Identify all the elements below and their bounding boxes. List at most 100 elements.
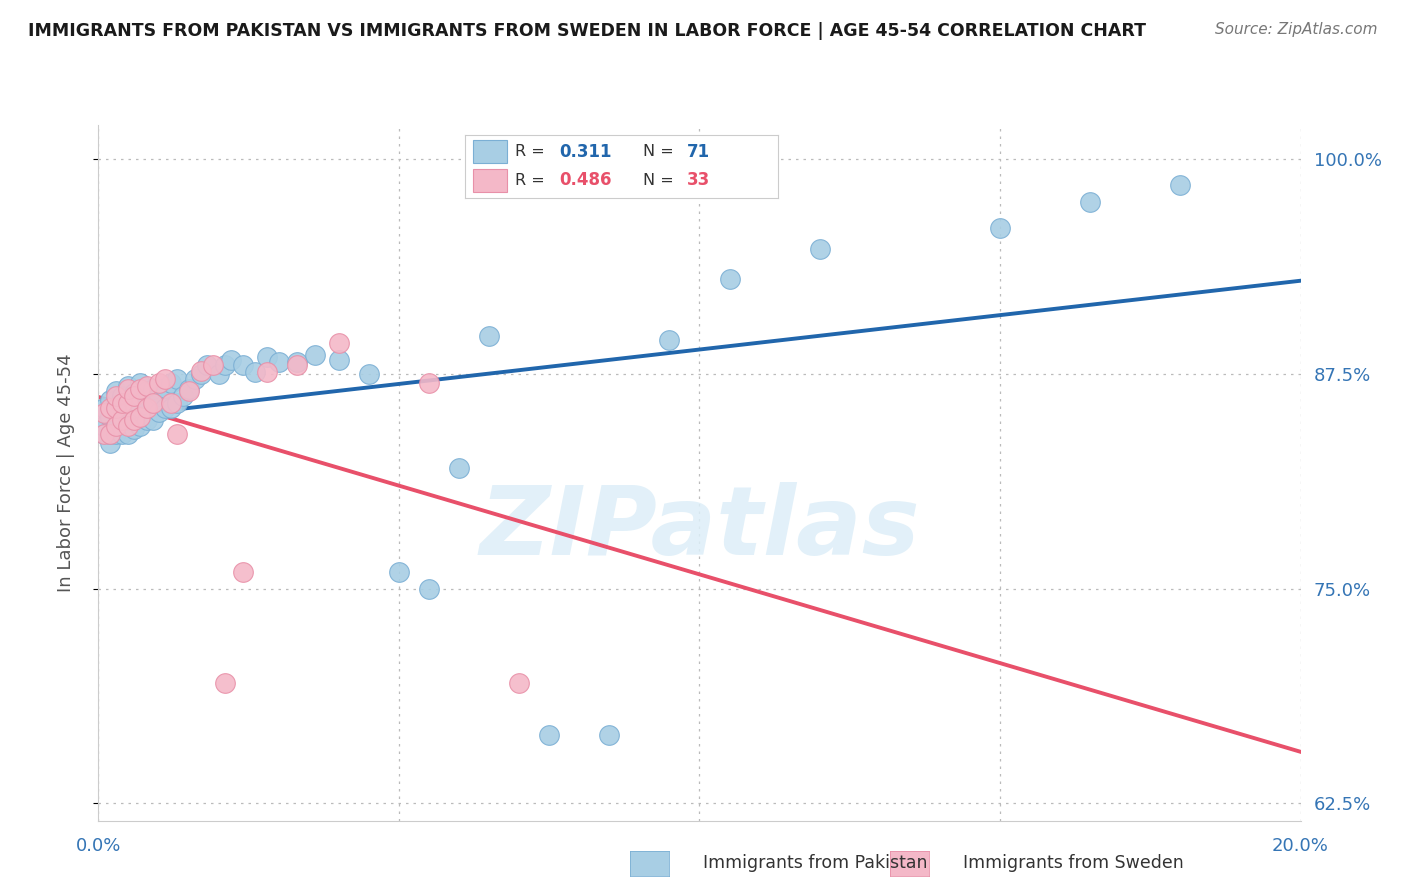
Point	[183, 372, 205, 386]
Point	[100, 427, 122, 442]
Point	[190, 367, 212, 381]
Point	[219, 353, 242, 368]
Point	[117, 427, 139, 442]
Point	[808, 242, 831, 256]
Point	[129, 389, 152, 403]
Point	[538, 728, 561, 742]
Point	[100, 401, 122, 416]
Point	[190, 363, 212, 377]
Point	[357, 367, 380, 381]
Point	[159, 376, 181, 390]
Point	[129, 401, 152, 416]
Text: Immigrants from Pakistan: Immigrants from Pakistan	[703, 855, 928, 872]
Point	[988, 221, 1011, 235]
Point	[141, 396, 163, 410]
Point	[418, 376, 440, 390]
Point	[658, 333, 681, 347]
Point	[100, 427, 122, 442]
Point	[93, 418, 115, 433]
Point	[232, 565, 254, 579]
Point	[177, 383, 200, 397]
Point	[93, 401, 115, 416]
Point	[232, 359, 254, 373]
Point	[100, 392, 122, 407]
Point	[135, 401, 157, 416]
Point	[141, 383, 163, 397]
Point	[328, 336, 350, 351]
Text: ZIPatlas: ZIPatlas	[479, 482, 920, 575]
Point	[124, 398, 146, 412]
Point	[100, 409, 122, 424]
Point	[117, 401, 139, 416]
Point	[418, 582, 440, 596]
Point	[117, 379, 139, 393]
Point	[93, 427, 115, 442]
Point	[105, 384, 128, 399]
Point	[148, 389, 170, 403]
Point	[105, 427, 128, 442]
Point	[159, 396, 181, 410]
Point	[267, 355, 290, 369]
Point	[256, 365, 278, 379]
Point	[166, 396, 188, 410]
Point	[93, 407, 115, 421]
Y-axis label: In Labor Force | Age 45-54: In Labor Force | Age 45-54	[56, 353, 75, 592]
Point	[177, 384, 200, 399]
Point	[117, 396, 139, 410]
Point	[447, 461, 470, 475]
Point	[124, 422, 146, 436]
Point	[105, 389, 128, 403]
Point	[135, 384, 157, 399]
Point	[166, 427, 188, 442]
Point	[105, 401, 128, 416]
Point	[105, 418, 128, 433]
Text: Immigrants from Sweden: Immigrants from Sweden	[963, 855, 1184, 872]
Point	[129, 409, 152, 424]
Point	[100, 435, 122, 450]
Point	[129, 383, 152, 397]
Point	[201, 359, 224, 373]
Text: IMMIGRANTS FROM PAKISTAN VS IMMIGRANTS FROM SWEDEN IN LABOR FORCE | AGE 45-54 CO: IMMIGRANTS FROM PAKISTAN VS IMMIGRANTS F…	[28, 22, 1146, 40]
Point	[508, 676, 530, 690]
Point	[105, 392, 128, 407]
Point	[111, 389, 134, 403]
Point	[111, 401, 134, 416]
Point	[195, 359, 218, 373]
Point	[124, 409, 146, 424]
Point	[159, 401, 181, 416]
Text: Source: ZipAtlas.com: Source: ZipAtlas.com	[1215, 22, 1378, 37]
Point	[214, 359, 236, 373]
Point	[117, 389, 139, 403]
Point	[148, 376, 170, 390]
Point	[208, 367, 231, 381]
Point	[166, 372, 188, 386]
Point	[1078, 195, 1101, 210]
Point	[124, 413, 146, 427]
Point	[117, 383, 139, 397]
Point	[328, 353, 350, 368]
Point	[285, 355, 308, 369]
Point	[129, 418, 152, 433]
Point	[148, 405, 170, 419]
Point	[153, 372, 176, 386]
Point	[93, 427, 115, 442]
Point	[256, 350, 278, 364]
Point	[105, 418, 128, 433]
Point	[304, 348, 326, 362]
Point	[285, 359, 308, 373]
Point	[111, 409, 134, 424]
Point	[214, 676, 236, 690]
Point	[598, 728, 620, 742]
Point	[111, 427, 134, 442]
Point	[141, 396, 163, 410]
Point	[135, 398, 157, 412]
Point	[153, 381, 176, 395]
Point	[141, 413, 163, 427]
Point	[117, 418, 139, 433]
Point	[1170, 178, 1192, 192]
Point	[718, 272, 741, 286]
Point	[135, 379, 157, 393]
Point	[172, 389, 194, 403]
Point	[111, 396, 134, 410]
Point	[124, 389, 146, 403]
